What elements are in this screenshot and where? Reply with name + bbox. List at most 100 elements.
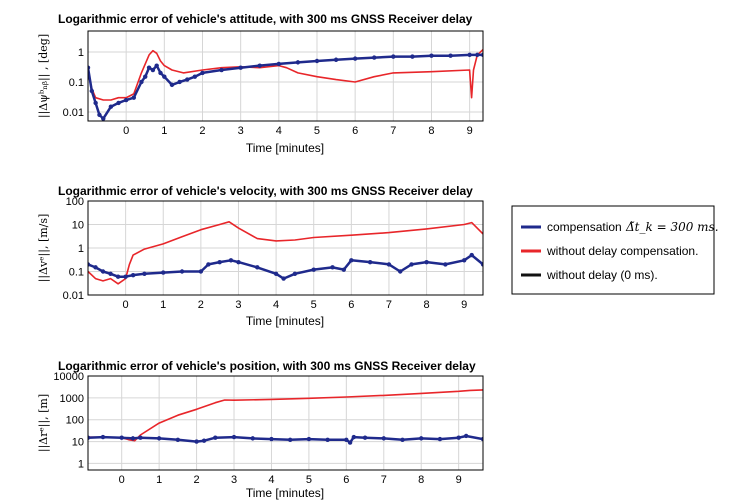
position-x-tick-label: 3 bbox=[231, 474, 237, 486]
position-plot-area bbox=[88, 376, 483, 470]
velocity-data-point-compensation bbox=[206, 262, 211, 267]
velocity-plot-frame bbox=[87, 200, 484, 296]
attitude-data-point-compensation bbox=[154, 63, 159, 68]
velocity-x-tick-label: 8 bbox=[424, 299, 430, 311]
position-plot-frame bbox=[87, 375, 484, 471]
velocity-chart-title: Logarithmic error of vehicle's velocity,… bbox=[58, 184, 473, 198]
attitude-data-point-compensation bbox=[372, 55, 377, 60]
velocity-chart: Logarithmic error of vehicle's velocity,… bbox=[37, 184, 484, 328]
position-x-tick-label: 5 bbox=[306, 474, 312, 486]
position-data-point-compensation bbox=[306, 436, 312, 442]
legend-box bbox=[511, 205, 715, 295]
attitude-data-point-compensation bbox=[333, 57, 339, 62]
attitude-data-point-compensation bbox=[97, 112, 102, 118]
velocity-data-point-compensation bbox=[217, 259, 222, 265]
position-chart-title: Logarithmic error of vehicle's position,… bbox=[58, 359, 476, 373]
attitude-data-point-compensation bbox=[238, 65, 243, 70]
position-x-tick-label: 1 bbox=[156, 474, 162, 486]
position-data-point-compensation bbox=[213, 435, 218, 440]
velocity-data-point-compensation bbox=[409, 262, 414, 267]
position-x-tick-label: 0 bbox=[119, 474, 125, 486]
legend-label-without-delay-compensation: without delay compensation. bbox=[546, 244, 698, 258]
attitude-x-tick-label: 0 bbox=[123, 125, 129, 137]
attitude-x-ticks: 0 1 2 3 4 5 6 7 8 9 bbox=[123, 125, 473, 137]
velocity-data-point-compensation bbox=[236, 259, 241, 265]
velocity-data-point-compensation bbox=[349, 258, 354, 263]
velocity-x-tick-label: 0 bbox=[123, 299, 129, 311]
attitude-series-group bbox=[88, 49, 483, 121]
velocity-x-tick-label: 1 bbox=[160, 299, 166, 311]
position-data-point-compensation bbox=[437, 436, 443, 442]
velocity-x-tick-label: 4 bbox=[273, 299, 279, 311]
position-data-point-compensation bbox=[400, 437, 405, 443]
attitude-x-tick-label: 8 bbox=[428, 125, 434, 137]
position-data-point-compensation bbox=[344, 437, 349, 443]
attitude-data-point-compensation bbox=[101, 116, 106, 121]
attitude-y-tick-label: 1 bbox=[78, 47, 84, 59]
attitude-series-line-without-delay-compensation bbox=[88, 49, 483, 101]
position-y-tick-label: 10 bbox=[72, 437, 84, 449]
position-data-point-compensation bbox=[269, 436, 274, 442]
attitude-x-tick-label: 7 bbox=[390, 125, 396, 137]
attitude-data-point-compensation bbox=[89, 88, 95, 94]
attitude-data-point-compensation bbox=[139, 79, 144, 85]
legend: compensation Δ̃t_k = 300 ms. without del… bbox=[511, 205, 719, 295]
velocity-data-point-compensation bbox=[108, 271, 113, 276]
velocity-data-point-compensation bbox=[179, 269, 185, 274]
position-series-line-without-delay-compensation bbox=[88, 389, 483, 442]
velocity-data-point-compensation bbox=[424, 259, 429, 265]
velocity-x-tick-label: 6 bbox=[348, 299, 354, 311]
position-data-point-compensation bbox=[456, 435, 461, 440]
attitude-chart-title: Logarithmic error of vehicle's attitude,… bbox=[58, 12, 473, 26]
attitude-x-tick-label: 2 bbox=[199, 125, 205, 137]
position-series-group bbox=[88, 389, 483, 445]
velocity-data-point-compensation bbox=[88, 262, 91, 267]
attitude-data-point-compensation bbox=[177, 79, 182, 85]
legend-math-compensation: Δ̃t_k = 300 ms. bbox=[625, 220, 719, 234]
attitude-x-tick-label: 4 bbox=[276, 125, 282, 137]
position-data-point-compensation bbox=[100, 434, 106, 440]
velocity-x-tick-label: 9 bbox=[461, 299, 467, 311]
attitude-data-point-compensation bbox=[88, 65, 91, 70]
position-data-point-compensation bbox=[381, 436, 386, 441]
velocity-data-point-compensation bbox=[93, 265, 98, 270]
position-y-tick-label: 1 bbox=[78, 458, 84, 470]
velocity-x-tick-label: 7 bbox=[386, 299, 392, 311]
position-x-tick-label: 9 bbox=[456, 474, 462, 486]
position-data-point-compensation bbox=[351, 434, 357, 440]
attitude-data-point-compensation bbox=[93, 100, 98, 106]
attitude-x-tick-label: 5 bbox=[314, 125, 320, 137]
attitude-data-point-compensation bbox=[295, 60, 301, 65]
velocity-data-point-compensation bbox=[142, 271, 147, 276]
attitude-plot-area bbox=[88, 31, 483, 121]
velocity-y-tick-label: 10 bbox=[72, 220, 84, 232]
attitude-y-axis-label: ||Δψᵇₙᵦ|| , [deg] bbox=[37, 34, 51, 118]
attitude-x-tick-label: 9 bbox=[467, 125, 473, 137]
attitude-data-point-compensation bbox=[475, 52, 480, 58]
attitude-data-point-compensation bbox=[116, 100, 121, 106]
attitude-data-point-compensation bbox=[169, 82, 175, 88]
velocity-x-tick-label: 5 bbox=[311, 299, 317, 311]
position-data-point-compensation bbox=[175, 437, 181, 443]
velocity-x-axis-label: Time [minutes] bbox=[246, 314, 324, 328]
velocity-y-axis-label: ||Δvᵉ||, [m/s] bbox=[37, 214, 51, 283]
position-y-ticks: 1 10 100 1000 10000 bbox=[53, 371, 84, 470]
velocity-y-tick-label: 100 bbox=[66, 196, 84, 208]
attitude-data-point-compensation bbox=[143, 74, 148, 79]
position-data-point-compensation bbox=[287, 437, 293, 443]
velocity-data-point-compensation bbox=[228, 258, 234, 263]
attitude-x-axis-label: Time [minutes] bbox=[246, 141, 324, 155]
position-data-point-compensation bbox=[362, 435, 368, 440]
attitude-data-point-compensation bbox=[352, 56, 358, 61]
attitude-data-point-compensation bbox=[158, 70, 163, 76]
attitude-chart: Logarithmic error of vehicle's attitude,… bbox=[37, 12, 484, 155]
velocity-data-point-compensation bbox=[480, 262, 483, 267]
position-chart: Logarithmic error of vehicle's position,… bbox=[37, 359, 484, 500]
velocity-data-point-compensation bbox=[330, 265, 335, 270]
velocity-data-point-compensation bbox=[341, 267, 347, 272]
attitude-data-point-compensation bbox=[192, 74, 198, 79]
attitude-y-tick-label: 0.1 bbox=[69, 77, 84, 89]
velocity-data-point-compensation bbox=[469, 252, 474, 258]
velocity-y-ticks: 0.01 0.1 1 10 100 bbox=[63, 196, 84, 302]
